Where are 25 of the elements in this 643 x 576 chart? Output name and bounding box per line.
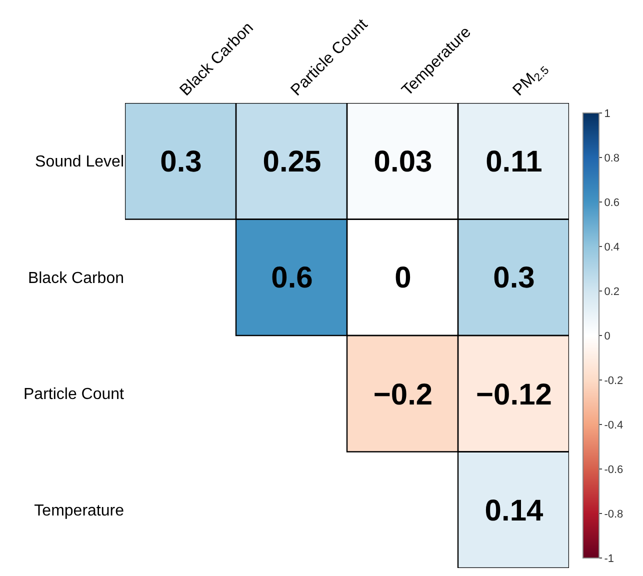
y-tick-label: Black Carbon [28,270,124,287]
y-tick-label: Temperature [34,502,124,520]
color-bar-label: -0.8 [604,508,624,520]
color-bar-label: -0.6 [604,464,624,476]
color-bar-label: -0.2 [604,374,624,387]
color-bar-label: -0.4 [604,419,624,432]
data-label: 0.14 [484,494,544,528]
y-tick-label: Particle Count [24,386,125,404]
color-bar-label: 0 [604,330,610,342]
data-label: −0.2 [373,378,433,412]
color-bar-label: -1 [604,552,614,565]
color-bar-label: 0.8 [604,152,620,164]
data-label: 0.25 [262,146,322,178]
data-label: −0.12 [476,378,552,412]
color-bar-label: 0.6 [604,196,620,209]
data-label: 0.03 [374,146,432,178]
color-bar-label: 0.2 [604,286,620,298]
data-label: 0 [394,262,412,294]
color-bar-label: 1 [604,108,610,120]
color-bar-label: 0.4 [604,241,620,254]
data-label: 0.3 [493,262,535,294]
data-label: 0.3 [160,146,202,178]
y-tick-label: Sound Level [35,154,124,171]
data-label: 0.11 [486,146,542,178]
data-label: 0.6 [271,262,313,294]
